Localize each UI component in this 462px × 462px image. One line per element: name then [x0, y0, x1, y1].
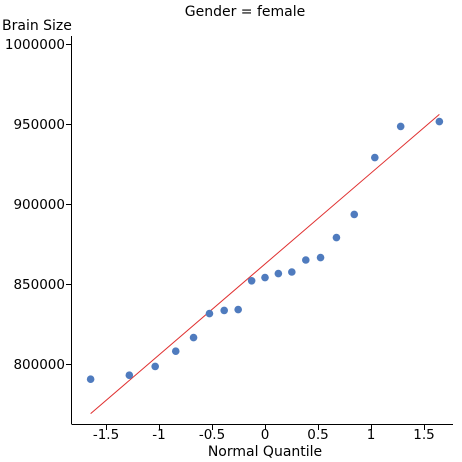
y-ticks: 800000 850000 900000 950000 1000000 [5, 37, 72, 373]
y-tick-label: 900000 [13, 197, 65, 213]
x-ticks: -1.5 -1 -0.5 0 0.5 1 1.5 [93, 424, 435, 443]
data-point [261, 273, 269, 282]
data-point [302, 256, 310, 264]
reference-line-layer [90, 114, 440, 414]
x-axis-title: Normal Quantile [208, 444, 322, 460]
y-axis-title: Brain Size [2, 18, 72, 34]
data-points [86, 117, 444, 384]
data-point [151, 362, 159, 371]
x-tick-label: -1 [152, 427, 165, 443]
data-point [171, 347, 180, 356]
x-tick-label: 0.5 [307, 427, 328, 443]
data-point [332, 233, 341, 242]
x-tick-label: 1 [367, 427, 376, 443]
data-point [435, 117, 444, 126]
data-point [371, 153, 379, 162]
data-point [86, 375, 95, 384]
data-point [234, 305, 242, 314]
y-tick-label: 800000 [13, 357, 65, 373]
data-point [350, 210, 359, 219]
data-point [125, 371, 134, 380]
reference-line [90, 114, 440, 414]
y-tick-label: 1000000 [5, 37, 65, 53]
y-tick-label: 950000 [13, 117, 65, 133]
chart-title: Gender = female [185, 4, 305, 20]
data-point [288, 268, 296, 276]
data-point [220, 306, 228, 315]
y-tick-label: 850000 [13, 277, 65, 293]
data-point [247, 277, 256, 285]
x-tick-label: 0 [261, 427, 270, 443]
data-point [396, 122, 405, 131]
x-tick-label: -0.5 [199, 427, 225, 443]
data-point [316, 253, 325, 262]
x-tick-label: -1.5 [93, 427, 119, 443]
data-point [189, 333, 198, 342]
x-tick-label: 1.5 [413, 427, 434, 443]
data-point [274, 269, 283, 278]
data-point [205, 309, 214, 318]
